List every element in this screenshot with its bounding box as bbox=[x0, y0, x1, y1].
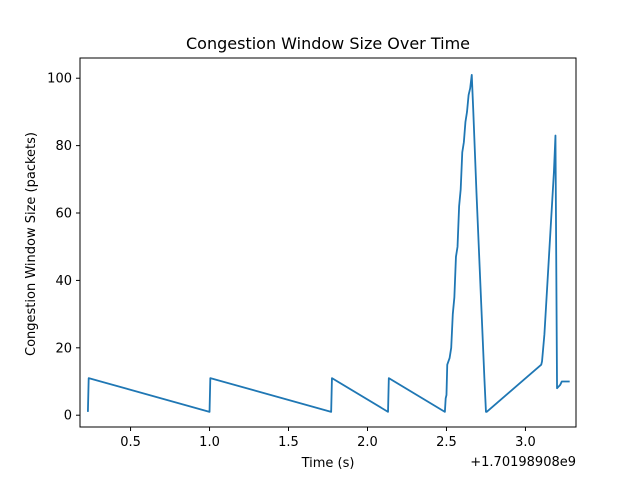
x-tick-label: 2.0 bbox=[357, 435, 378, 450]
x-tick-label: 2.5 bbox=[436, 435, 457, 450]
x-axis-label: Time (s) bbox=[301, 456, 355, 471]
y-tick-label: 20 bbox=[55, 341, 72, 356]
y-tick-label: 0 bbox=[64, 409, 72, 424]
chart-title: Congestion Window Size Over Time bbox=[186, 34, 470, 53]
series-line-0 bbox=[87, 73, 570, 413]
x-tick-label: 0.5 bbox=[120, 435, 141, 450]
x-tick-label: 1.0 bbox=[199, 435, 220, 450]
x-tick-label: 3.0 bbox=[515, 435, 536, 450]
y-axis-label: Congestion Window Size (packets) bbox=[24, 132, 39, 356]
y-tick-label: 100 bbox=[47, 72, 72, 87]
plot-frame bbox=[79, 57, 577, 428]
y-tick-label: 80 bbox=[55, 139, 72, 154]
y-axis: 0 20 40 60 80 100 bbox=[47, 72, 80, 424]
y-tick-label: 60 bbox=[55, 207, 72, 222]
y-tick-label: 40 bbox=[55, 274, 72, 289]
x-axis: 0.5 1.0 1.5 2.0 2.5 3.0 bbox=[120, 427, 536, 450]
x-offset-label: +1.70198908e9 bbox=[470, 455, 576, 470]
x-tick-label: 1.5 bbox=[278, 435, 299, 450]
plot-area bbox=[79, 57, 577, 428]
